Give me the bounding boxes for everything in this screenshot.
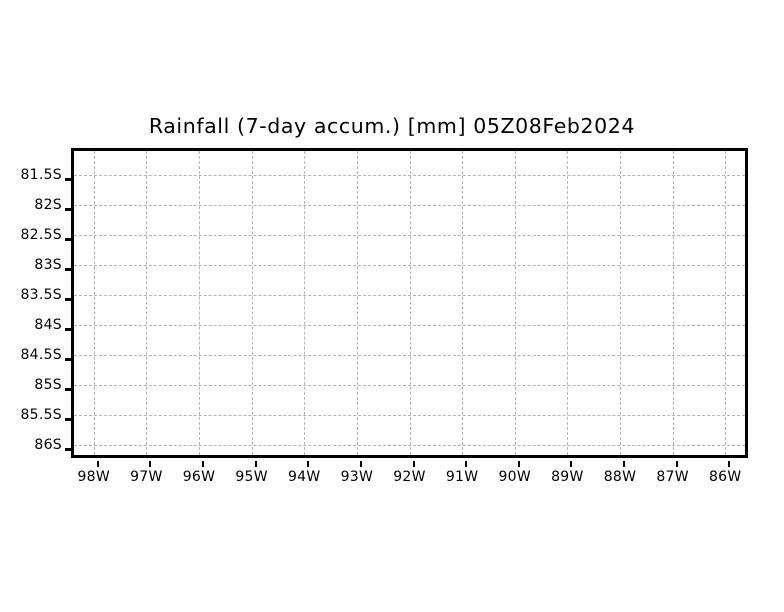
y-axis-tick-label: 82S [34, 197, 62, 214]
y-axis-tick-label: 82.5S [20, 227, 62, 244]
y-axis-tick-label: 83.5S [20, 287, 62, 304]
x-axis-tick-label: 86W [708, 469, 742, 485]
y-axis-tick [65, 298, 72, 302]
y-axis-tick-label: 86S [34, 437, 62, 454]
y-axis-tick-label: 81.5S [20, 167, 62, 184]
y-axis-tick-label: 83S [34, 257, 62, 274]
x-axis-tick [465, 461, 468, 467]
gridline-vertical [567, 151, 569, 455]
x-axis-tick [201, 461, 204, 467]
x-axis-tick-labels: 98W 97W 96W 95W 94W 93W 92W 91W 90W 89W 88W 87W 86W [71, 470, 748, 490]
chart-title: Rainfall (7-day accum.) [mm] 05Z08Feb202… [148, 114, 636, 138]
gridline-vertical [251, 151, 253, 455]
x-axis-tick-label: 98W [77, 469, 111, 485]
plot-frame [65, 148, 748, 467]
x-axis-tick [149, 461, 152, 467]
y-axis-tick [65, 208, 72, 212]
x-axis-tick-label: 97W [130, 469, 163, 485]
x-axis-tick-label: 87W [656, 469, 689, 485]
y-axis-tick [65, 238, 72, 242]
x-axis-tick-label: 95W [235, 469, 268, 485]
x-axis-tick [728, 461, 731, 467]
x-axis-tick [412, 461, 415, 467]
x-axis-tick-label: 93W [340, 469, 374, 485]
x-axis-tick-label: 91W [445, 469, 479, 485]
x-axis-tick [675, 461, 678, 467]
gridline-vertical [514, 151, 516, 455]
gridline-vertical [146, 151, 148, 455]
x-axis-tick-label: 89W [551, 469, 584, 485]
y-axis-tick-label: 85S [34, 377, 62, 394]
x-axis-tick [517, 461, 520, 467]
x-axis-tick [623, 461, 625, 467]
y-axis-tick [65, 358, 72, 362]
x-axis-tick-label: 96W [182, 469, 216, 485]
x-axis-tick-label: 88W [603, 469, 637, 485]
gridline-vertical [672, 151, 674, 455]
x-axis-tick [359, 461, 362, 467]
x-axis-tick-label: 90W [498, 469, 532, 485]
x-axis-tick [96, 461, 99, 467]
y-axis-tick-label: 84.5S [20, 347, 62, 364]
plot-area [74, 151, 745, 455]
x-axis-tick [254, 461, 257, 467]
y-axis-tick-label: 85.5S [20, 407, 62, 424]
y-axis-tick [65, 268, 72, 272]
gridline-vertical [304, 151, 306, 455]
y-axis-tick-label: 84S [34, 317, 62, 334]
y-axis-tick [65, 418, 72, 422]
y-axis-tick [65, 448, 72, 452]
x-axis-tick-label: 94W [287, 469, 321, 485]
gridline-vertical [620, 151, 621, 455]
x-axis-tick [307, 461, 310, 467]
gridline-vertical [93, 151, 95, 455]
gridline-vertical [725, 151, 727, 455]
y-axis-tick [65, 388, 72, 392]
y-axis-tick [65, 328, 72, 332]
x-axis-tick [570, 461, 573, 467]
gridline-vertical [356, 151, 358, 455]
x-axis-tick-label: 92W [393, 469, 426, 485]
gridline-vertical [462, 151, 464, 455]
gridline-vertical [198, 151, 200, 455]
gridline-vertical [409, 151, 411, 455]
y-axis-tick-labels: 81.5S 82S 82.5S 83S 83.5S 84S 84.5S 85S 85.5S 86S [0, 148, 784, 458]
y-axis-tick [65, 178, 72, 182]
